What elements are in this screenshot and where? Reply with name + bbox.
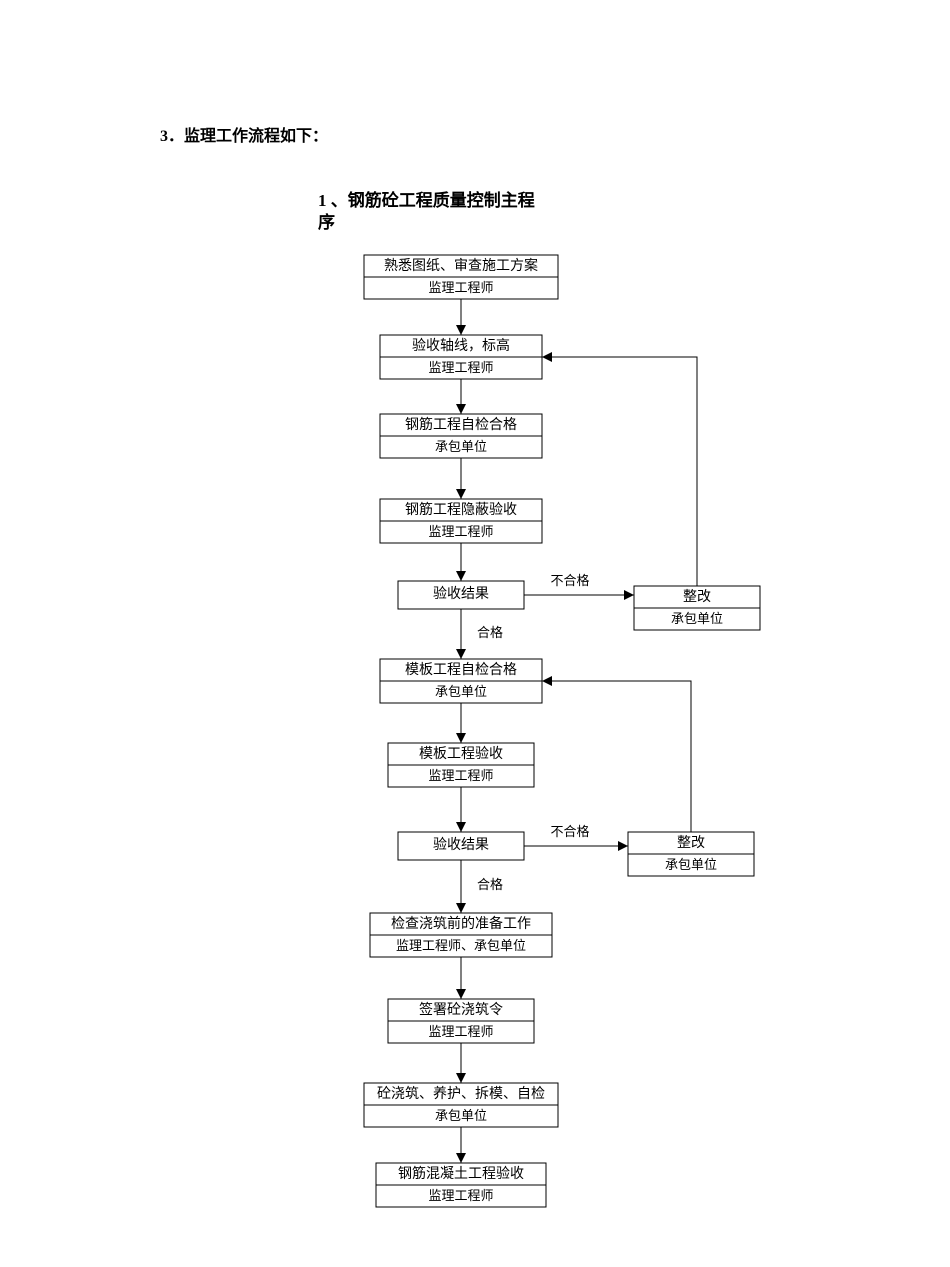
flow-node-n11: 砼浇筑、养护、拆模、自检承包单位 [364,1083,558,1127]
flow-node-n12: 钢筋混凝土工程验收监理工程师 [376,1163,546,1207]
flow-node-n10: 签署砼浇筑令监理工程师 [388,999,534,1043]
node-sub: 监理工程师 [428,280,493,295]
node-sub: 监理工程师、承包单位 [396,938,526,953]
node-sub: 承包单位 [665,857,717,872]
node-main: 签署砼浇筑令 [419,1001,503,1018]
flow-node-n7: 模板工程验收监理工程师 [388,743,534,787]
node-main: 验收结果 [433,837,489,853]
node-main: 整改 [683,589,711,605]
node-sub: 监理工程师 [428,1188,493,1203]
flow-node-n5r: 整改承包单位 [634,586,760,630]
flow-node-n9: 检查浇筑前的准备工作监理工程师、承包单位 [370,913,552,957]
node-sub: 承包单位 [435,684,487,699]
node-main: 钢筋工程自检合格 [405,416,517,433]
node-sub: 监理工程师 [428,768,493,783]
node-sub: 监理工程师 [428,360,493,375]
flow-node-n2: 验收轴线，标高监理工程师 [380,335,542,379]
node-main: 钢筋工程隐蔽验收 [405,501,517,518]
edge-label: 不合格 [550,573,589,588]
flow-node-n5: 验收结果 [398,581,524,609]
flow-node-n6: 模板工程自检合格承包单位 [380,659,542,703]
flow-node-n8: 验收结果 [398,832,524,860]
edge-label: 合格 [477,877,503,892]
flowchart-svg: 合格不合格合格不合格熟悉图纸、审查施工方案监理工程师验收轴线，标高监理工程师钢筋… [0,0,950,1267]
flow-node-n4: 钢筋工程隐蔽验收监理工程师 [380,499,542,543]
node-sub: 承包单位 [435,439,487,454]
flow-node-n1: 熟悉图纸、审查施工方案监理工程师 [364,255,558,299]
node-main: 验收轴线，标高 [412,337,510,354]
flow-node-n8r: 整改承包单位 [628,832,754,876]
edge-label: 合格 [477,625,503,640]
node-sub: 监理工程师 [428,524,493,539]
edge-label: 不合格 [550,824,589,839]
node-main: 验收结果 [433,586,489,602]
node-sub: 承包单位 [671,611,723,626]
node-main: 熟悉图纸、审查施工方案 [384,257,538,274]
node-main: 砼浇筑、养护、拆模、自检 [377,1086,545,1102]
node-main: 整改 [677,835,705,851]
node-sub: 监理工程师 [428,1024,493,1039]
page: 3．监理工作流程如下： 1 、钢筋砼工程质量控制主程 序 合格不合格合格不合格熟… [0,0,950,1267]
node-sub: 承包单位 [435,1108,487,1123]
node-main: 钢筋混凝土工程验收 [398,1165,524,1182]
node-main: 模板工程验收 [419,746,503,762]
node-main: 检查浇筑前的准备工作 [391,915,531,932]
flow-node-n3: 钢筋工程自检合格承包单位 [380,414,542,458]
node-main: 模板工程自检合格 [405,662,517,678]
